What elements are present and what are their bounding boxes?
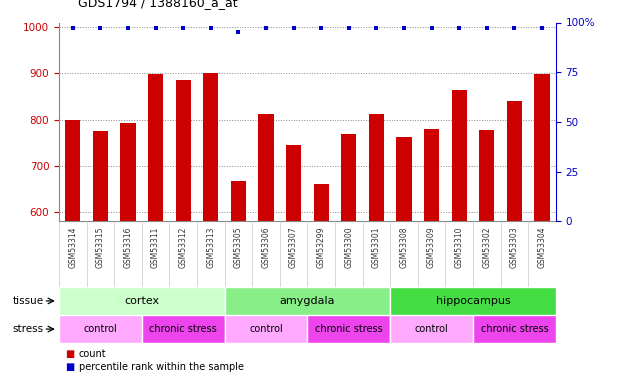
Bar xyxy=(148,74,163,221)
Point xyxy=(509,26,519,32)
Bar xyxy=(142,315,225,343)
Bar xyxy=(307,315,390,343)
Bar xyxy=(225,315,307,343)
Text: chronic stress: chronic stress xyxy=(481,324,548,334)
Bar xyxy=(59,287,225,315)
Bar xyxy=(535,74,550,221)
Text: GSM53299: GSM53299 xyxy=(317,226,325,268)
Bar xyxy=(341,134,356,221)
Text: control: control xyxy=(415,324,448,334)
Text: GSM53303: GSM53303 xyxy=(510,226,519,268)
Point xyxy=(344,26,354,32)
Bar xyxy=(473,315,556,343)
Text: control: control xyxy=(83,324,117,334)
Text: GSM53300: GSM53300 xyxy=(344,226,353,268)
Bar xyxy=(314,184,329,221)
Text: GSM53310: GSM53310 xyxy=(455,226,464,268)
Text: GSM53312: GSM53312 xyxy=(179,226,188,268)
Bar xyxy=(203,74,219,221)
Bar xyxy=(369,114,384,221)
Point xyxy=(233,30,243,36)
Text: GSM53314: GSM53314 xyxy=(68,226,77,268)
Bar xyxy=(65,120,80,221)
Point xyxy=(178,26,188,32)
Text: ■: ■ xyxy=(65,349,75,359)
Text: chronic stress: chronic stress xyxy=(149,324,217,334)
Bar xyxy=(120,123,135,221)
Point xyxy=(454,26,464,32)
Bar xyxy=(424,129,439,221)
Bar xyxy=(59,315,142,343)
Point xyxy=(537,26,547,32)
Point xyxy=(371,26,381,32)
Point xyxy=(289,26,299,32)
Bar xyxy=(479,130,494,221)
Point xyxy=(427,26,437,32)
Text: stress: stress xyxy=(12,324,43,334)
Text: GSM53305: GSM53305 xyxy=(234,226,243,268)
Text: GSM53306: GSM53306 xyxy=(261,226,271,268)
Text: GSM53315: GSM53315 xyxy=(96,226,105,268)
Text: GSM53307: GSM53307 xyxy=(289,226,298,268)
Point xyxy=(399,26,409,32)
Text: tissue: tissue xyxy=(12,296,43,306)
Text: count: count xyxy=(79,349,106,359)
Text: GSM53309: GSM53309 xyxy=(427,226,436,268)
Text: ■: ■ xyxy=(65,362,75,372)
Bar xyxy=(507,101,522,221)
Text: cortex: cortex xyxy=(124,296,160,306)
Text: GSM53308: GSM53308 xyxy=(399,226,409,268)
Bar xyxy=(258,114,274,221)
Text: amygdala: amygdala xyxy=(279,296,335,306)
Point xyxy=(206,26,215,32)
Text: GSM53311: GSM53311 xyxy=(151,226,160,268)
Text: GSM53301: GSM53301 xyxy=(372,226,381,268)
Text: percentile rank within the sample: percentile rank within the sample xyxy=(79,362,244,372)
Text: GDS1794 / 1388160_a_at: GDS1794 / 1388160_a_at xyxy=(78,0,237,9)
Bar xyxy=(225,287,390,315)
Bar xyxy=(390,287,556,315)
Point xyxy=(123,26,133,32)
Bar xyxy=(390,315,473,343)
Point xyxy=(482,26,492,32)
Text: GSM53313: GSM53313 xyxy=(206,226,215,268)
Text: hippocampus: hippocampus xyxy=(435,296,510,306)
Point xyxy=(96,26,106,32)
Bar xyxy=(396,137,412,221)
Point xyxy=(151,26,161,32)
Text: chronic stress: chronic stress xyxy=(315,324,383,334)
Bar xyxy=(176,80,191,221)
Bar xyxy=(93,131,108,221)
Text: GSM53304: GSM53304 xyxy=(538,226,546,268)
Point xyxy=(261,26,271,32)
Bar xyxy=(451,90,467,221)
Text: control: control xyxy=(249,324,283,334)
Bar xyxy=(231,181,246,221)
Text: GSM53302: GSM53302 xyxy=(483,226,491,268)
Point xyxy=(316,26,326,32)
Bar xyxy=(286,145,301,221)
Text: GSM53316: GSM53316 xyxy=(124,226,132,268)
Point xyxy=(68,26,78,32)
